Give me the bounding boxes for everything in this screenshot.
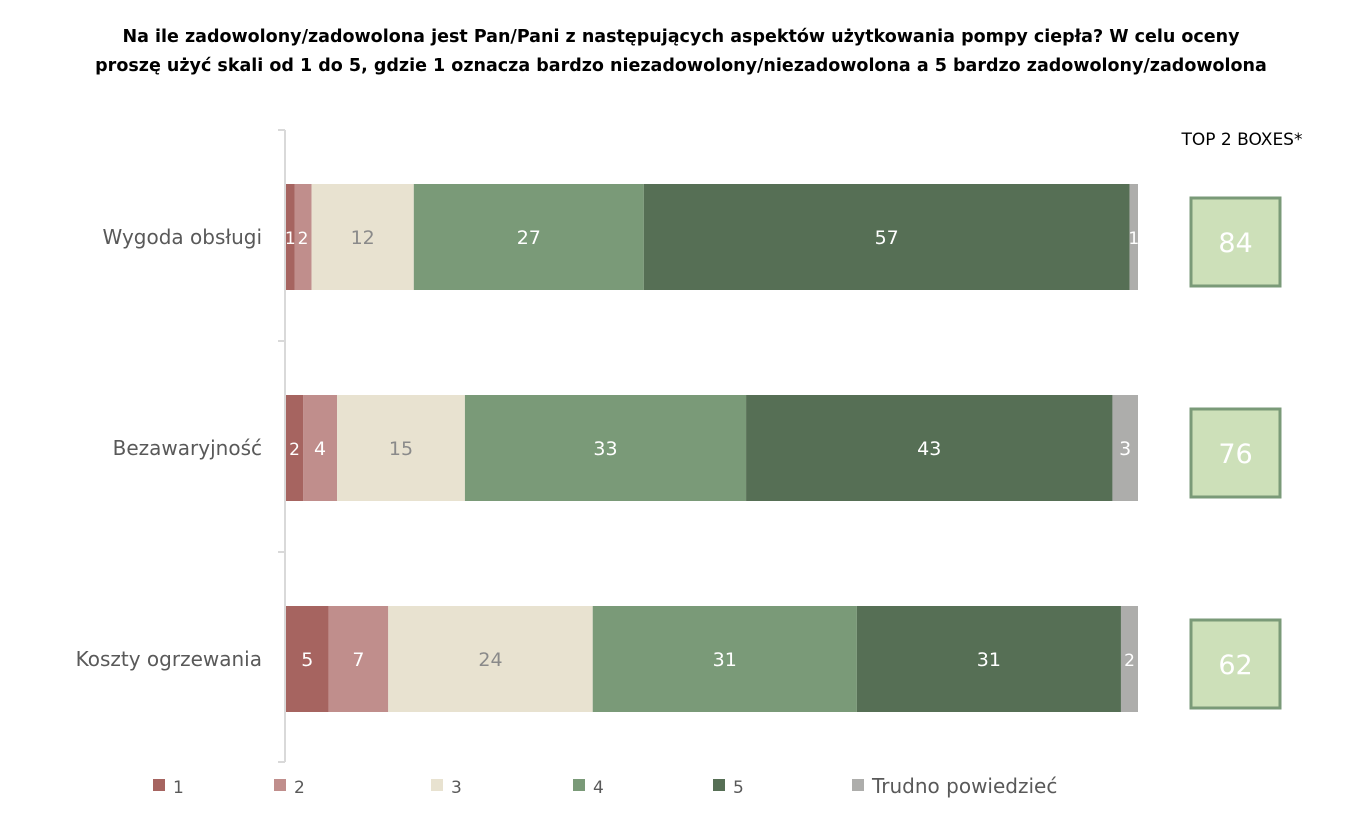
- legend-label: 2: [294, 778, 305, 798]
- chart-title-line-1: Na ile zadowolony/zadowolona jest Pan/Pa…: [122, 27, 1240, 47]
- top2-value: 84: [1218, 228, 1252, 259]
- data-label: 2: [289, 440, 300, 460]
- data-label: 33: [593, 438, 617, 460]
- bar-segment-4: [464, 395, 747, 501]
- legend-label: 1: [173, 778, 184, 798]
- data-label: 31: [713, 649, 737, 671]
- category-label: Koszty ogrzewania: [76, 647, 262, 671]
- data-label: 57: [875, 227, 899, 249]
- data-label: 2: [1124, 651, 1135, 671]
- legend-swatch: [431, 779, 443, 791]
- bar-segment-3: [337, 395, 465, 501]
- bar-segment-trudno-powiedzieć: [1112, 395, 1138, 501]
- data-label: 31: [977, 649, 1001, 671]
- data-label: 2: [298, 229, 309, 249]
- data-label: 4: [314, 438, 326, 460]
- bar-segment-2: [328, 606, 389, 712]
- data-label: 1: [1128, 229, 1139, 249]
- legend-swatch: [713, 779, 725, 791]
- legend-swatch: [153, 779, 165, 791]
- top2-value: 62: [1218, 650, 1252, 681]
- category-label: Bezawaryjność: [113, 436, 262, 460]
- bar-segment-5: [856, 606, 1121, 712]
- chart-title-line-2: proszę użyć skali od 1 do 5, gdzie 1 ozn…: [95, 56, 1267, 76]
- data-label: 27: [517, 227, 541, 249]
- bar-segment-3: [311, 184, 414, 290]
- category-label: Wygoda obsługi: [103, 225, 262, 249]
- top2-box: [1189, 196, 1282, 288]
- bar-segment-5: [746, 395, 1113, 501]
- legend-swatch: [852, 779, 864, 791]
- bar-segment-trudno-powiedzieć: [1129, 184, 1138, 290]
- data-label: 15: [389, 438, 413, 460]
- bar-segment-1: [286, 184, 295, 290]
- bar-segment-1: [286, 606, 329, 712]
- top2-value: 76: [1218, 439, 1252, 470]
- bar-segment-5: [643, 184, 1130, 290]
- bar-segment-1: [286, 395, 304, 501]
- data-label: 24: [478, 649, 502, 671]
- top2-box: [1189, 618, 1282, 710]
- top2-header: TOP 2 BOXES*: [1181, 130, 1303, 150]
- legend-swatch: [573, 779, 585, 791]
- bar-segment-2: [294, 184, 312, 290]
- legend-label: 3: [451, 778, 462, 798]
- data-label: 7: [352, 649, 364, 671]
- data-label: 5: [301, 649, 313, 671]
- bar-segment-2: [303, 395, 338, 501]
- data-label: 43: [917, 438, 941, 460]
- data-label: 12: [351, 227, 375, 249]
- legend-label: Trudno powiedzieć: [871, 774, 1057, 798]
- data-label: 3: [1119, 438, 1131, 460]
- legend-label: 4: [593, 778, 604, 798]
- data-label: 1: [285, 229, 296, 249]
- bar-segment-trudno-powiedzieć: [1120, 606, 1138, 712]
- legend-label: 5: [733, 778, 744, 798]
- legend-swatch: [274, 779, 286, 791]
- bar-segment-3: [388, 606, 593, 712]
- top2-box: [1189, 407, 1282, 499]
- bar-segment-4: [413, 184, 644, 290]
- bar-segment-4: [592, 606, 857, 712]
